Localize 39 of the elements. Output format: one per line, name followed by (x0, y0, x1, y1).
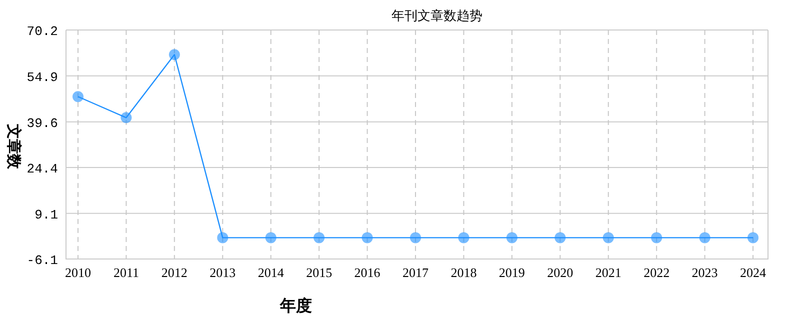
x-tick-label: 2013 (210, 265, 236, 280)
point (217, 232, 228, 244)
point (651, 232, 662, 244)
point (410, 232, 421, 244)
point (265, 232, 276, 244)
point (458, 232, 470, 244)
point (602, 232, 614, 244)
x-tick-label: 2012 (161, 265, 188, 280)
point (506, 232, 518, 244)
y-tick-label: 39.6 (26, 116, 58, 131)
y-tick-label: 70.2 (26, 24, 58, 39)
x-tick-label: 2021 (595, 265, 622, 280)
y-axis-title: 文章数 (5, 123, 23, 170)
y-tick-label: 54.9 (26, 70, 58, 85)
point (314, 232, 325, 244)
x-tick-label: 2016 (354, 265, 381, 280)
y-tick-label: 9.1 (34, 207, 58, 222)
chart-title: 年刊文章数趋势 (392, 8, 482, 23)
y-tick-label: -6.1 (26, 253, 58, 268)
x-tick-label: 2011 (113, 265, 139, 280)
x-tick-label: 2019 (498, 265, 525, 280)
x-tick-label: 2022 (644, 265, 670, 280)
point (72, 91, 84, 102)
x-tick-label: 2015 (306, 265, 332, 280)
x-tick-label: 2014 (258, 265, 284, 280)
point (120, 112, 132, 124)
x-axis-title: 年度 (279, 296, 312, 315)
x-tick-label: 2017 (402, 265, 429, 280)
x-tick-label: 2023 (692, 265, 718, 280)
point (699, 232, 710, 244)
x-tick-label: 2018 (450, 265, 477, 280)
point (168, 49, 180, 60)
point (748, 232, 758, 244)
x-tick-label: 2020 (547, 265, 574, 280)
point (554, 232, 566, 244)
y-tick-label: 24.4 (26, 161, 58, 176)
x-tick-label: 2024 (740, 265, 766, 280)
x-tick-label: 2010 (65, 265, 91, 280)
point (362, 232, 373, 244)
